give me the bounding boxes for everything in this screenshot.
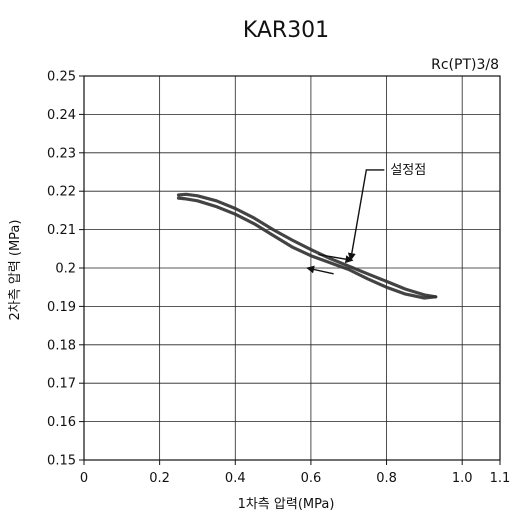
tick-labels: 0 0.2 0.4 0.6 0.8 1.0 1.1 0.15 0.16 0.17 0.18 0.19 0…	[47, 70, 510, 487]
plot-frame	[83, 75, 501, 461]
x-tick-label: 0.8	[376, 471, 397, 486]
y-axis-label: 2차측 압력 (MPa)	[8, 220, 23, 321]
x-tick-label: 0.6	[301, 471, 322, 486]
x-tick-label: 0.4	[225, 471, 246, 486]
x-tick-label: 1.0	[452, 471, 473, 486]
annotation-layer: 설정점	[306, 163, 426, 275]
y-tick-label: 0.22	[47, 185, 76, 200]
chart-title: KAR301	[243, 18, 329, 43]
x-tick-label: 0.2	[149, 471, 170, 486]
x-tick-label: 1.1	[490, 471, 511, 486]
series-line-1	[176, 192, 438, 299]
chart-subtitle: Rc(PT)3/8	[431, 57, 499, 73]
y-tick-label: 0.24	[47, 108, 76, 123]
setpoint-label: 설정점	[390, 163, 426, 178]
series-line-texture-2	[178, 197, 436, 299]
y-tick-label: 0.17	[47, 377, 76, 392]
x-axis-label: 1차측 압력(MPa)	[238, 497, 335, 512]
y-tick-label: 0.23	[47, 146, 76, 161]
series-layer	[176, 192, 438, 300]
y-tick-label: 0.18	[47, 338, 76, 353]
direction-arrow	[306, 265, 334, 275]
y-tick-label: 0.2	[55, 262, 76, 277]
series-line-texture-1	[178, 193, 436, 298]
y-tick-label: 0.25	[47, 70, 76, 85]
grid	[79, 75, 501, 465]
y-tick-label: 0.21	[47, 223, 76, 238]
y-tick-label: 0.19	[47, 300, 76, 315]
direction-arrow	[318, 253, 354, 264]
setpoint-pointer	[347, 169, 385, 262]
y-tick-label: 0.15	[47, 454, 76, 469]
x-tick-label: 0	[80, 471, 88, 486]
y-tick-label: 0.16	[47, 415, 76, 430]
